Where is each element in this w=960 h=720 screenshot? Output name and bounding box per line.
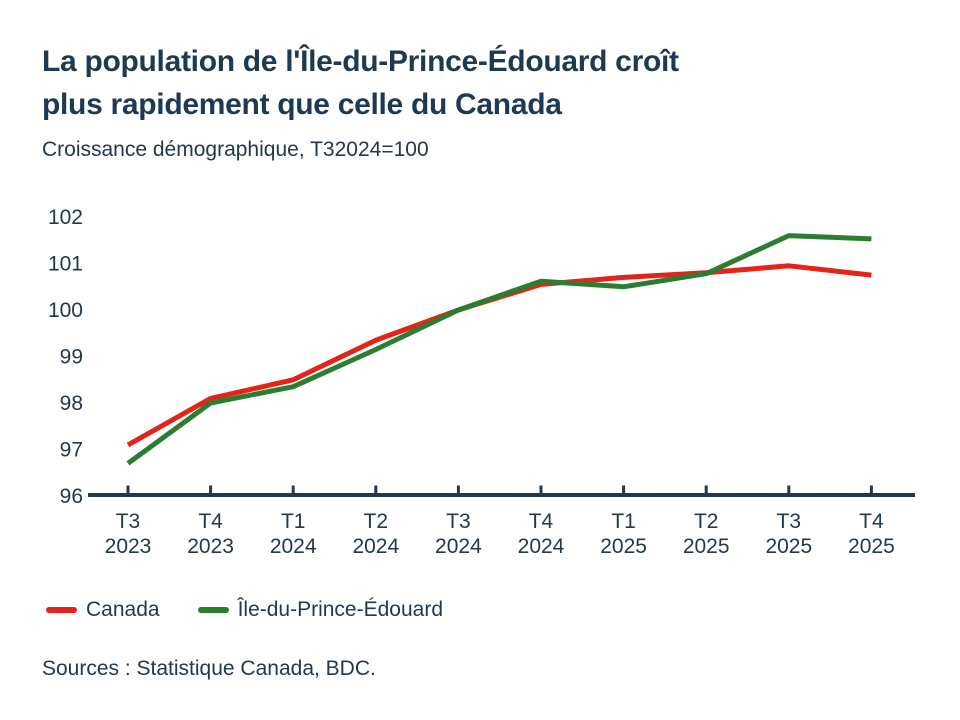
- x-axis-tick-label-quarter: T3: [116, 510, 141, 533]
- x-axis-tick-label-quarter: T1: [281, 510, 306, 533]
- x-axis-tick-label-quarter: T4: [859, 510, 884, 533]
- x-axis-tick-label-quarter: T3: [777, 510, 802, 533]
- x-axis-tick-label-quarter: T2: [694, 510, 719, 533]
- y-axis-tick-label: 102: [48, 206, 83, 229]
- x-axis-tick-label-year: 2025: [848, 535, 895, 558]
- y-axis-tick-label: 97: [60, 439, 83, 462]
- chart-legend: Canada Île-du-Prince-Édouard: [46, 596, 443, 623]
- legend-item-ile-du-prince-edouard: Île-du-Prince-Édouard: [197, 596, 443, 623]
- x-axis-tick-label-year: 2025: [765, 535, 812, 558]
- chart-header: La population de l'Île-du-Prince-Édouard…: [42, 40, 902, 164]
- x-axis-tick-label-year: 2025: [683, 535, 730, 558]
- x-axis-tick-label-year: 2024: [270, 535, 317, 558]
- legend-label-ile-du-prince-edouard: Île-du-Prince-Édouard: [237, 598, 443, 621]
- x-axis-tick-label-quarter: T1: [611, 510, 636, 533]
- series-line-ile-du-prince-edouard: [126, 233, 872, 466]
- chart-subtitle: Croissance démographique, T32024=100: [42, 138, 429, 161]
- chart-title-line2: plus rapidement que celle du Canada: [42, 88, 562, 121]
- x-axis-tick-label-year: 2023: [105, 535, 152, 558]
- legend-label-canada: Canada: [86, 598, 160, 621]
- x-axis-tick-label-year: 2024: [518, 535, 565, 558]
- chart-title-line1: La population de l'Île-du-Prince-Édouard…: [42, 45, 679, 78]
- chart-title: La population de l'Île-du-Prince-Édouard…: [42, 40, 902, 126]
- y-axis-tick-label: 100: [48, 299, 83, 322]
- y-axis-tick-label: 101: [48, 253, 83, 276]
- y-axis-tick-label: 96: [60, 485, 83, 508]
- x-axis-tick-label-quarter: T4: [529, 510, 554, 533]
- sources-note: Sources : Statistique Canada, BDC.: [42, 657, 376, 680]
- x-axis-tick-label-year: 2025: [600, 535, 647, 558]
- legend-swatch-ile-du-prince-edouard: [197, 606, 229, 613]
- x-axis-tick-label-year: 2023: [187, 535, 234, 558]
- legend-swatch-canada: [46, 606, 77, 613]
- x-axis-tick-label-year: 2024: [435, 535, 482, 558]
- x-axis-tick-label-quarter: T3: [446, 510, 471, 533]
- legend-item-canada: Canada: [46, 596, 160, 623]
- series-line-canada: [126, 263, 872, 448]
- x-axis-tick-label-year: 2024: [352, 535, 399, 558]
- x-axis-tick-label-quarter: T4: [198, 510, 223, 533]
- y-axis-tick-label: 99: [60, 346, 83, 369]
- x-axis-tick-label-quarter: T2: [364, 510, 389, 533]
- y-axis-tick-label: 98: [60, 392, 83, 415]
